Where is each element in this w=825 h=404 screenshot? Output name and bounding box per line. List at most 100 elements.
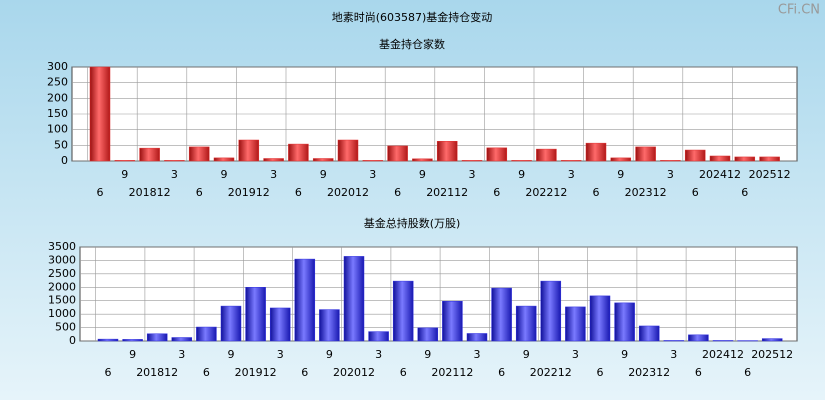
bar: [338, 140, 358, 161]
x-tick-label: 6: [295, 186, 302, 199]
bar: [565, 307, 585, 341]
x-tick-label: 202412: [699, 168, 741, 181]
bar: [735, 157, 755, 161]
bar: [710, 156, 730, 161]
y-tick-label: 250: [47, 76, 68, 89]
bar: [221, 306, 241, 341]
x-tick-label: 9: [320, 168, 327, 181]
bar: [412, 159, 432, 161]
bar: [393, 281, 413, 341]
x-tick-label: 9: [621, 348, 628, 361]
x-tick-label: 6: [105, 366, 112, 379]
x-tick-label: 202212: [525, 186, 567, 199]
x-tick-label: 9: [419, 168, 426, 181]
x-tick-label: 3: [667, 168, 674, 181]
bar: [172, 338, 192, 341]
x-tick-label: 6: [597, 366, 604, 379]
bar: [98, 339, 118, 341]
x-tick-label: 3: [469, 168, 476, 181]
chart-title: 基金总持股数(万股): [364, 216, 461, 230]
bar: [437, 141, 457, 161]
y-tick-label: 1500: [48, 294, 76, 307]
x-tick-label: 6: [301, 366, 308, 379]
x-tick-label: 9: [326, 348, 333, 361]
watermark: CFi.CN: [778, 3, 820, 18]
bar: [319, 310, 339, 341]
bar: [512, 160, 532, 161]
x-tick-label: 6: [203, 366, 210, 379]
y-tick-label: 1000: [48, 307, 76, 320]
bar: [762, 339, 782, 341]
bar: [344, 256, 364, 341]
y-tick-label: 100: [47, 123, 68, 136]
y-tick-label: 2000: [48, 280, 76, 293]
x-tick-label: 3: [568, 168, 575, 181]
bar: [536, 149, 556, 161]
x-tick-label: 6: [196, 186, 203, 199]
y-tick-label: 0: [61, 154, 68, 167]
x-tick-label: 9: [617, 168, 624, 181]
bar: [196, 327, 216, 341]
bar: [467, 333, 487, 341]
bar: [442, 301, 462, 341]
bar: [561, 160, 581, 161]
bar: [611, 158, 631, 161]
bar: [239, 140, 259, 161]
y-tick-label: 50: [54, 138, 68, 151]
bar: [492, 288, 512, 341]
bar: [147, 334, 167, 341]
bar: [295, 259, 315, 341]
x-tick-label: 201912: [228, 186, 270, 199]
bar: [214, 158, 234, 161]
x-tick-label: 202212: [530, 366, 572, 379]
bar: [140, 148, 160, 161]
x-tick-label: 202412: [702, 348, 744, 361]
x-tick-label: 9: [121, 168, 128, 181]
bar: [90, 67, 110, 161]
x-tick-label: 6: [695, 366, 702, 379]
x-tick-label: 202512: [751, 348, 793, 361]
x-tick-label: 6: [97, 186, 104, 199]
bar: [462, 160, 482, 161]
x-tick-label: 3: [178, 348, 185, 361]
y-tick-label: 300: [47, 60, 68, 73]
y-tick-label: 500: [55, 321, 76, 334]
x-tick-label: 6: [741, 186, 748, 199]
x-tick-label: 3: [375, 348, 382, 361]
bar: [115, 160, 135, 161]
bar: [388, 146, 408, 161]
x-tick-label: 6: [744, 366, 751, 379]
bar: [288, 144, 308, 161]
x-tick-label: 202312: [625, 186, 667, 199]
x-tick-label: 6: [400, 366, 407, 379]
x-tick-label: 202112: [426, 186, 468, 199]
y-tick-label: 0: [69, 334, 76, 347]
y-tick-label: 150: [47, 107, 68, 120]
x-tick-label: 201912: [235, 366, 277, 379]
bar: [264, 158, 284, 161]
x-tick-label: 3: [270, 168, 277, 181]
x-tick-label: 3: [369, 168, 376, 181]
x-tick-label: 202012: [333, 366, 375, 379]
x-tick-label: 3: [670, 348, 677, 361]
x-tick-label: 202312: [628, 366, 670, 379]
x-tick-label: 6: [493, 186, 500, 199]
x-tick-label: 201812: [136, 366, 178, 379]
bar: [123, 339, 143, 341]
y-tick-label: 3500: [48, 240, 76, 253]
bar: [487, 148, 507, 161]
bar: [369, 332, 389, 341]
bar: [760, 157, 780, 161]
bar: [164, 160, 184, 161]
bar: [636, 147, 656, 161]
bar: [270, 308, 290, 341]
x-tick-label: 9: [424, 348, 431, 361]
x-tick-label: 9: [129, 348, 136, 361]
y-tick-label: 2500: [48, 267, 76, 280]
y-tick-label: 200: [47, 91, 68, 104]
bar: [418, 328, 438, 341]
x-tick-label: 9: [221, 168, 228, 181]
bar: [660, 160, 680, 161]
x-tick-label: 3: [572, 348, 579, 361]
